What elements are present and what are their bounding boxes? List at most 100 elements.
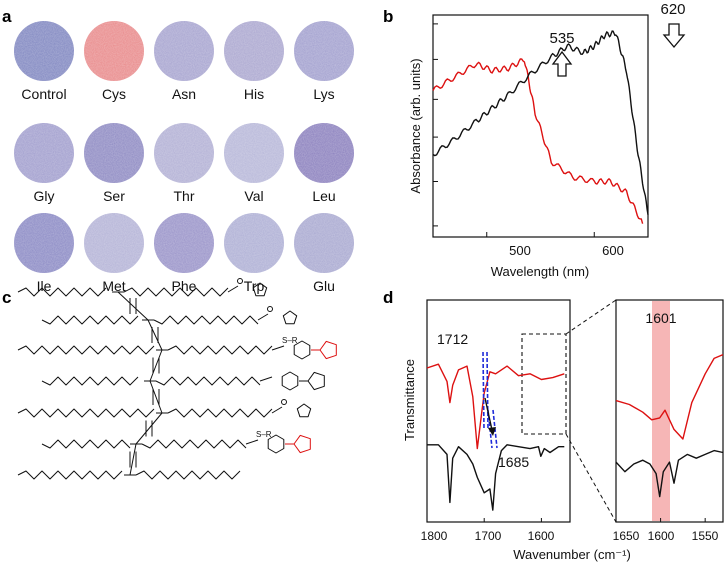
thiol-substituent-label: S–R — [256, 430, 272, 439]
alkyl-chain — [17, 408, 155, 418]
panel-d-xlabel: Wavenumber (cm⁻¹) — [513, 547, 631, 562]
oxygen-atom — [237, 278, 243, 284]
panel-d-annotation-1712: 1712 — [437, 331, 468, 347]
panel-d-annotation-1601: 1601 — [645, 310, 676, 326]
ester-bond — [257, 313, 269, 321]
alkyl-chain — [17, 345, 155, 355]
disc-texture — [84, 21, 144, 81]
marker-1712-b — [486, 351, 489, 431]
panel-a-label: a — [2, 7, 12, 26]
alkyl-chain — [167, 408, 273, 418]
panel-b-frame — [432, 14, 649, 238]
disc-label: Glu — [313, 278, 335, 294]
benzene-ring — [281, 371, 299, 391]
alkyl-chain — [155, 376, 261, 386]
diyne-backbone — [117, 291, 163, 476]
disc-label: Control — [21, 86, 66, 102]
disc-texture — [84, 213, 144, 273]
panel-b-series-line — [432, 30, 649, 215]
disc-texture — [84, 123, 144, 183]
disc-texture — [14, 213, 74, 273]
highlight-band-1601 — [652, 301, 670, 521]
disc-texture — [294, 21, 354, 81]
disc-texture — [224, 123, 284, 183]
furan-ring — [296, 403, 312, 418]
panel-b-yticks — [433, 23, 438, 227]
panel-d-annotation-1685: 1685 — [498, 454, 529, 470]
disc-label: Asn — [172, 86, 196, 102]
alkyl-chain — [123, 287, 229, 297]
panel-b-label: b — [383, 7, 393, 26]
polydiacetylene-structure: S–R S–R — [17, 278, 337, 480]
alkyl-chain — [17, 470, 123, 480]
zoom-connector-bottom — [565, 433, 617, 523]
imide-ring — [307, 371, 325, 391]
panel-b-annotation-535: 535 — [549, 30, 574, 47]
alkyl-chain — [167, 345, 273, 355]
panel-b-ylabel: Absorbance (arb. units) — [408, 58, 423, 193]
panel-d-left-frame — [426, 299, 571, 523]
oxygen-atom — [267, 306, 273, 312]
imide-ring — [293, 434, 311, 454]
disc-texture — [14, 21, 74, 81]
shift-arrowhead-icon — [488, 427, 496, 436]
disc-texture — [294, 213, 354, 273]
panel-d-series-line — [426, 363, 565, 450]
panel-d-ylabel: Transmittance — [402, 359, 417, 441]
ester-bond — [227, 285, 239, 293]
panel-d-series — [426, 353, 724, 511]
panel-d-series-line — [427, 444, 565, 511]
panel-d-right-xtick-1650: 1650 — [613, 529, 640, 543]
panel-b-annotation-620: 620 — [660, 1, 685, 18]
panel-d-right-xtick-1600: 1600 — [648, 529, 675, 543]
panel-d-label: d — [383, 288, 393, 307]
thiol-substituent-label: S–R — [282, 336, 298, 345]
panel-d-left-xtick-1600: 1600 — [528, 529, 555, 543]
disc-texture — [154, 21, 214, 81]
panel-d-chart: 1712 1685 1601 Transmittance Wavenumber … — [402, 299, 724, 562]
disc-label: Gly — [34, 188, 55, 204]
ester-bond — [259, 376, 273, 382]
arrow-620-icon — [662, 23, 686, 49]
panel-b-xticks — [486, 232, 595, 237]
panel-d-series-line — [615, 353, 724, 440]
disc-texture — [294, 123, 354, 183]
disc-label: Leu — [312, 188, 335, 204]
disc-texture — [154, 213, 214, 273]
disc-texture — [224, 213, 284, 273]
marker-1712-a — [482, 351, 485, 431]
disc-label: Ser — [103, 188, 125, 204]
oxygen-atom — [281, 399, 287, 405]
ester-bond — [271, 406, 283, 414]
disc-label: Lys — [313, 86, 334, 102]
panel-d-ticks — [426, 518, 706, 522]
imide-ring — [319, 340, 337, 360]
disc-label: Val — [244, 188, 263, 204]
panel-b-xlabel: Wavelength (nm) — [491, 264, 590, 279]
disc-texture — [14, 123, 74, 183]
panel-b-chart: 500 600 Wavelength (nm) Absorbance (arb.… — [408, 1, 686, 279]
alkyl-chain — [41, 315, 139, 325]
alkyl-chain — [153, 315, 259, 325]
disc-label: Cys — [102, 86, 126, 102]
benzene-ring — [267, 434, 285, 454]
alkyl-chain — [17, 287, 107, 297]
panel-d-right-xtick-1550: 1550 — [692, 529, 719, 543]
zoom-box — [521, 333, 567, 435]
ester-bond — [271, 345, 285, 351]
alkyl-chain — [135, 470, 241, 480]
benzene-ring — [293, 340, 311, 360]
alkyl-chain — [41, 376, 139, 386]
ester-bond — [245, 439, 259, 445]
panel-d-series-line — [615, 449, 724, 498]
panel-b-series-line — [432, 58, 644, 224]
shift-arrow-icon — [484, 397, 493, 431]
disc-label: Trp — [244, 278, 265, 294]
panel-d-left-xtick-1800: 1800 — [421, 529, 448, 543]
arrow-535-icon — [551, 50, 573, 77]
alkyl-chain — [41, 439, 131, 449]
furan-ring — [252, 282, 268, 297]
zoom-connector-top — [565, 299, 617, 335]
